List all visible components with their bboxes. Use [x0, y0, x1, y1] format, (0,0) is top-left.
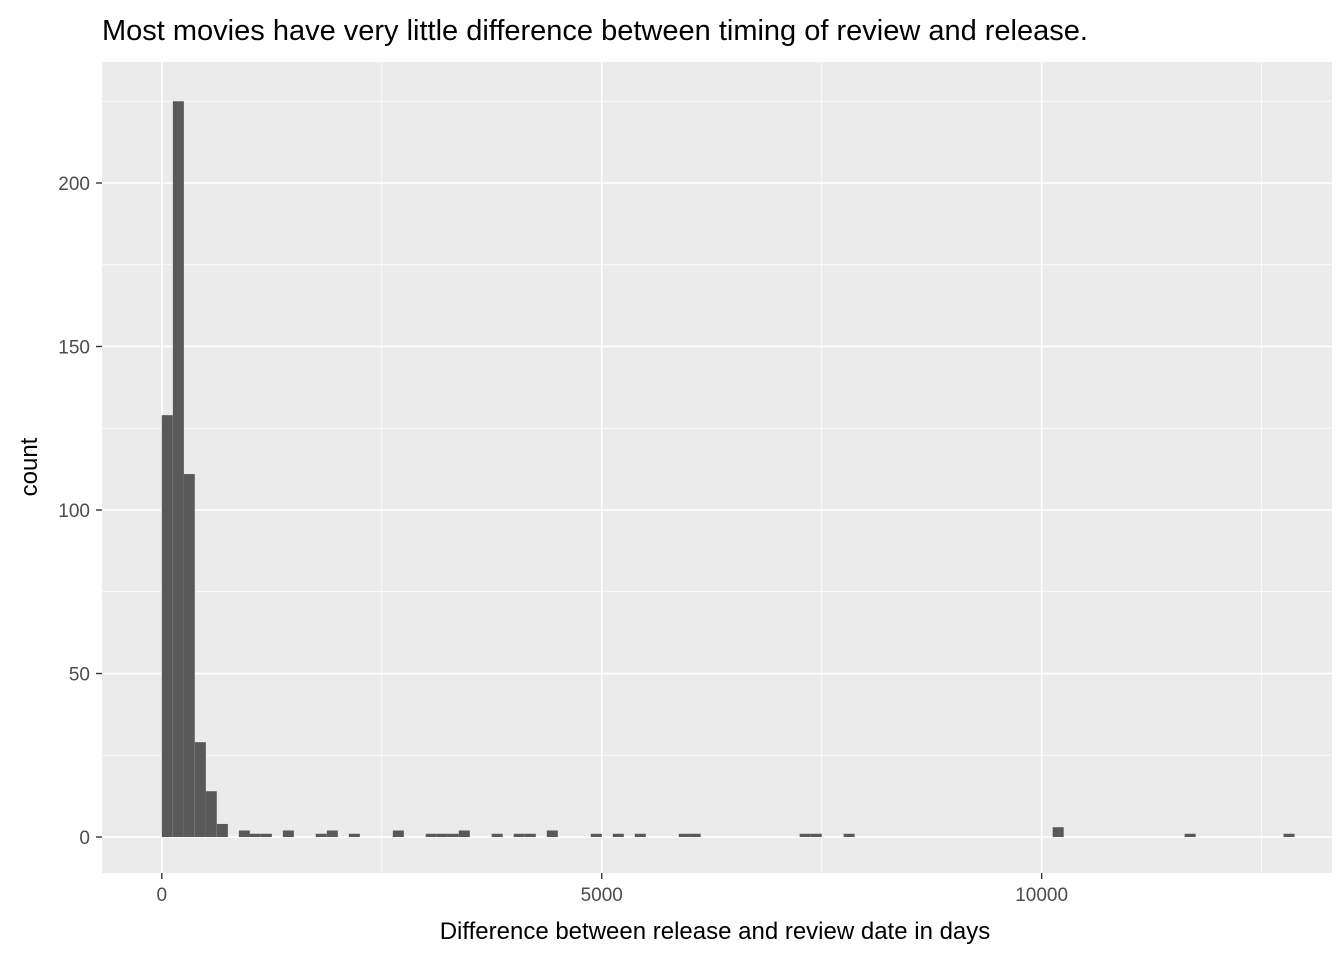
histogram-bar: [238, 830, 250, 838]
histogram-bar: [590, 833, 602, 838]
y-tick-label: 200: [58, 174, 90, 195]
histogram-bar: [524, 833, 536, 838]
y-tick-label: 0: [79, 828, 90, 849]
histogram-bar: [183, 474, 195, 838]
histogram-bar: [843, 833, 855, 838]
x-axis-ticks: 0 5000 10000: [157, 873, 1068, 906]
histogram-bar: [810, 833, 822, 838]
histogram-bars: [161, 101, 1295, 838]
histogram-bar: [546, 830, 558, 838]
y-axis-title: count: [16, 437, 43, 496]
histogram-bar: [612, 833, 624, 838]
histogram-bar: [326, 830, 338, 838]
histogram-bar: [282, 830, 294, 838]
histogram-bar: [392, 830, 404, 838]
histogram-bar: [799, 833, 811, 838]
histogram-bar: [315, 833, 327, 838]
y-tick-label: 100: [58, 501, 90, 522]
histogram-bar: [425, 833, 437, 838]
histogram-bar: [458, 830, 470, 838]
histogram-bar: [513, 833, 525, 838]
y-tick-label: 150: [58, 338, 90, 359]
x-tick-label: 5000: [581, 885, 623, 906]
y-tick-label: 50: [69, 665, 90, 686]
histogram-bar: [172, 101, 184, 838]
histogram-bar: [161, 415, 173, 838]
chart-title: Most movies have very little difference …: [102, 15, 1088, 47]
histogram-bar: [436, 833, 448, 838]
histogram-bar: [205, 791, 217, 838]
x-axis-title: Difference between release and review da…: [440, 918, 991, 945]
y-axis-ticks: 0 50 100 150 200: [58, 174, 102, 849]
histogram-bar: [678, 833, 690, 838]
histogram-bar: [1184, 833, 1196, 838]
histogram-bar: [1052, 827, 1064, 838]
plot-panel: [102, 62, 1332, 873]
histogram-bar: [634, 833, 646, 838]
histogram-bar: [194, 742, 206, 838]
x-tick-label: 10000: [1015, 885, 1068, 906]
histogram-bar: [1283, 833, 1295, 838]
x-tick-label: 0: [157, 885, 168, 906]
histogram-bar: [216, 823, 228, 838]
histogram-bar: [348, 833, 360, 838]
histogram-bar: [491, 833, 503, 838]
major-gridlines: [102, 62, 1332, 873]
minor-gridlines: [102, 62, 1332, 873]
histogram-bar: [260, 833, 272, 838]
histogram-bar: [689, 833, 701, 838]
histogram-bar: [447, 833, 459, 838]
histogram-bar: [249, 833, 261, 838]
